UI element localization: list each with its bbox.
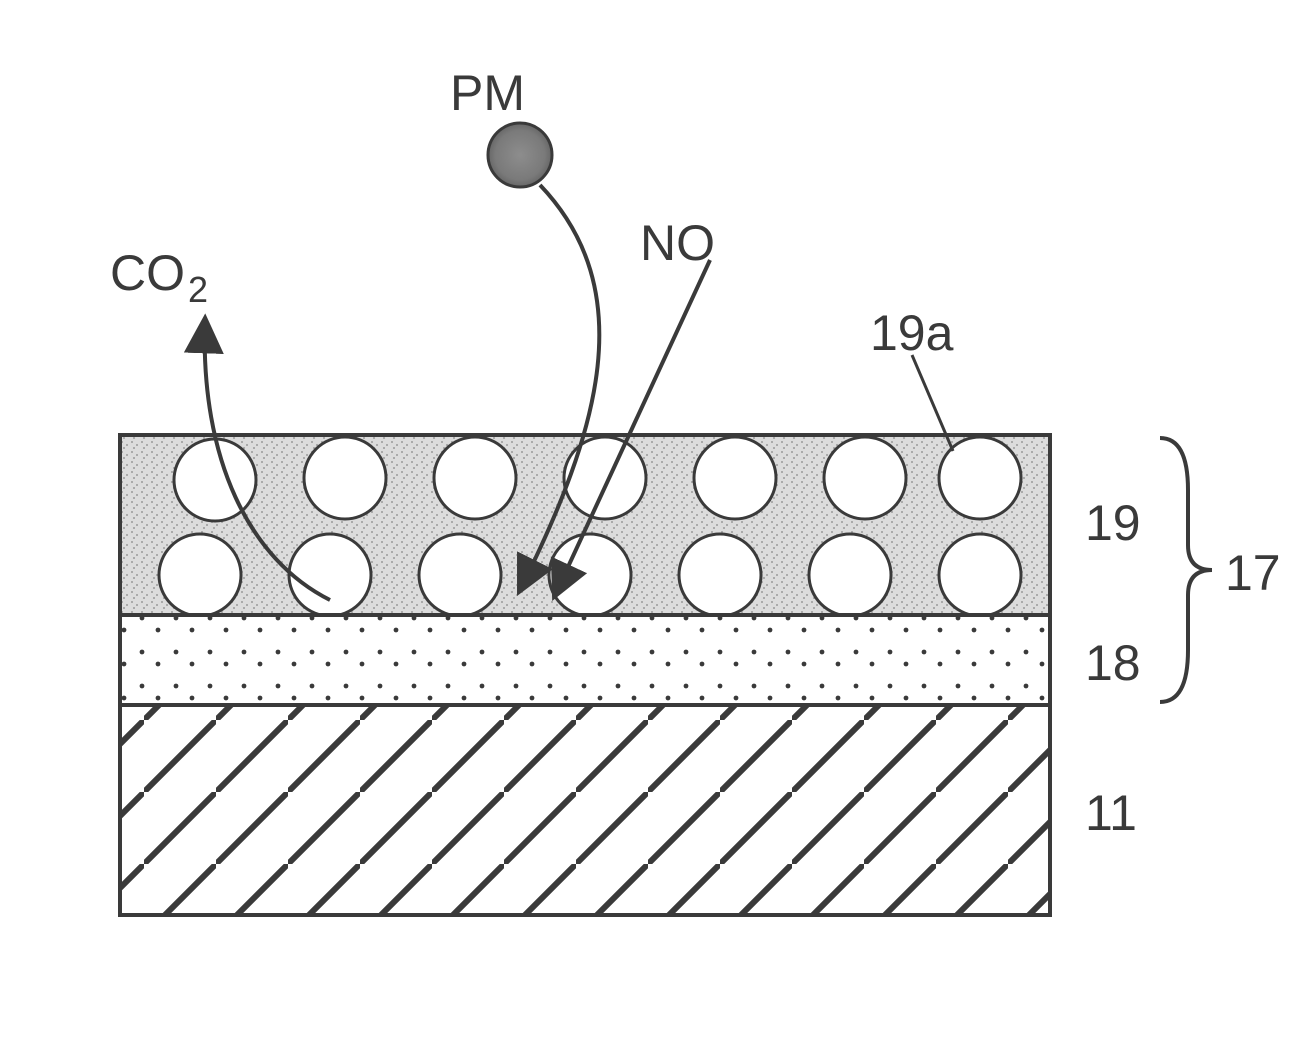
label-co2: CO 2	[110, 245, 208, 310]
pore-19a	[549, 534, 631, 616]
svg-text:2: 2	[188, 269, 208, 310]
pore-19a	[304, 437, 386, 519]
pore-19a	[174, 439, 256, 521]
pore-19a	[809, 534, 891, 616]
label-pm: PM	[450, 65, 525, 121]
label-11: 11	[1085, 785, 1137, 841]
label-19a: 19a	[870, 305, 954, 361]
brace-17	[1160, 438, 1212, 702]
label-19: 19	[1085, 495, 1141, 551]
pore-19a	[419, 534, 501, 616]
pore-19a	[679, 534, 761, 616]
pore-19a	[939, 534, 1021, 616]
label-18: 18	[1085, 635, 1141, 691]
pore-19a	[289, 534, 371, 616]
svg-text:CO: CO	[110, 245, 185, 301]
label-no: NO	[640, 215, 715, 271]
layer-18	[120, 615, 1050, 705]
pore-19a	[824, 437, 906, 519]
pore-19a	[564, 437, 646, 519]
pore-19a	[434, 437, 516, 519]
label-17: 17	[1225, 545, 1281, 601]
layer-11	[120, 705, 1050, 915]
pm-particle	[488, 123, 552, 187]
pore-19a	[694, 437, 776, 519]
pore-19a	[159, 534, 241, 616]
